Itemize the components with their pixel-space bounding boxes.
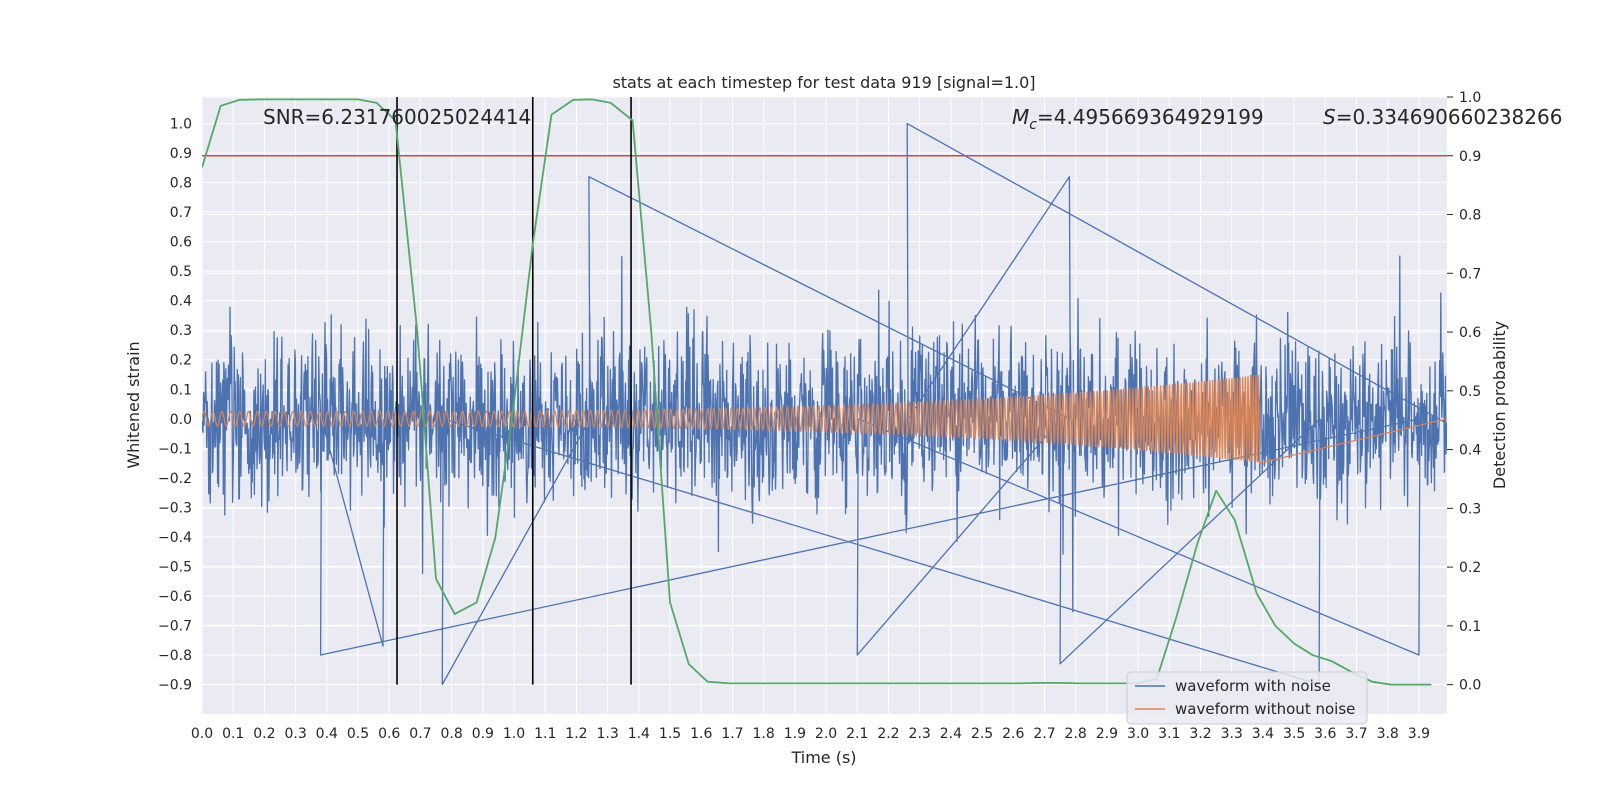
x-tick-label: 0.1	[222, 726, 244, 742]
y-tick-label-left: 0.3	[170, 323, 192, 339]
x-tick-label: 1.2	[565, 726, 587, 742]
s-symbol: S	[1323, 105, 1336, 129]
x-tick-label: 2.0	[815, 726, 837, 742]
legend: waveform with noise waveform without noi…	[1126, 671, 1368, 725]
y-tick-label-right: 0.2	[1459, 560, 1481, 576]
x-tick-label: 3.8	[1377, 726, 1399, 742]
y-tick-label-right: 1.0	[1459, 90, 1481, 106]
y-tick-label-left: 0.8	[170, 176, 192, 192]
x-tick-label: 2.1	[846, 726, 868, 742]
x-tick-label: 3.9	[1408, 726, 1430, 742]
x-tick-label: 3.1	[1158, 726, 1180, 742]
x-tick-label: 2.8	[1065, 726, 1087, 742]
y-tick-label-left: 0.1	[170, 382, 192, 398]
series-detection-probability	[202, 98, 1432, 686]
x-tick-label: 3.7	[1345, 726, 1367, 742]
mc-annotation: Mc=4.495669364929199	[1012, 105, 1264, 133]
y-tick-label-right: 0.3	[1459, 501, 1481, 517]
y-tick-label-left: −0.6	[158, 589, 192, 605]
y-tick-label-left: 0.9	[170, 146, 192, 162]
x-tick-label: 0.6	[378, 726, 400, 742]
y-tick-label-right: 0.5	[1459, 384, 1481, 400]
x-tick-label: 0.7	[409, 726, 431, 742]
y-tick-label-right: 0.8	[1459, 208, 1481, 224]
x-tick-label: 2.2	[877, 726, 899, 742]
tick-layer: 0.0 0.1 0.2 0.3 0.4 0.5 0.6 0.7 0.8 0.9 1.0 1.1 1.2 1…	[158, 90, 1481, 742]
y-tick-label-left: −0.8	[158, 648, 192, 664]
y-axis-label-right: Detection probability	[1490, 321, 1509, 489]
x-tick-label: 1.1	[534, 726, 556, 742]
x-tick-label: 2.9	[1096, 726, 1118, 742]
y-tick-label-left: 0.6	[170, 235, 192, 251]
y-tick-label-left: −0.9	[158, 677, 192, 693]
y-tick-label-left: 0.7	[170, 205, 192, 221]
x-tick-label: 1.7	[721, 726, 743, 742]
x-tick-label: 1.8	[753, 726, 775, 742]
x-axis-label: Time (s)	[790, 748, 856, 767]
series-clean-waveform	[202, 374, 1447, 464]
x-tick-label: 1.0	[503, 726, 525, 742]
x-tick-label: 0.2	[253, 726, 275, 742]
x-tick-label: 1.5	[659, 726, 681, 742]
x-tick-label: 2.3	[909, 726, 931, 742]
x-tick-label: 3.6	[1314, 726, 1336, 742]
x-tick-label: 2.5	[971, 726, 993, 742]
s-value: =0.334690660238266	[1336, 105, 1563, 129]
y-tick-label-left: −0.1	[158, 441, 192, 457]
y-tick-label-left: −0.2	[158, 471, 192, 487]
x-tick-label: 1.4	[628, 726, 650, 742]
y-tick-label-right: 0.6	[1459, 325, 1481, 341]
y-tick-label-left: 0.0	[170, 412, 192, 428]
x-tick-label: 3.5	[1283, 726, 1305, 742]
y-axis-label-left: Whitened strain	[124, 341, 143, 468]
y-tick-label-right: 0.1	[1459, 619, 1481, 635]
x-tick-label: 0.9	[472, 726, 494, 742]
snr-annotation: SNR=6.231760025024414	[263, 105, 531, 129]
y-tick-label-right: 0.0	[1459, 678, 1481, 694]
data-layer	[202, 97, 1447, 686]
x-tick-label: 1.6	[690, 726, 712, 742]
x-tick-label: 2.4	[940, 726, 962, 742]
legend-box	[1126, 671, 1368, 725]
x-tick-label: 3.2	[1189, 726, 1211, 742]
x-tick-label: 0.8	[440, 726, 462, 742]
s-annotation: S=0.334690660238266	[1323, 105, 1562, 129]
y-tick-label-left: 0.5	[170, 264, 192, 280]
legend-label-clean: waveform without noise	[1175, 700, 1355, 718]
y-tick-label-left: −0.7	[158, 618, 192, 634]
x-tick-label: 2.7	[1033, 726, 1055, 742]
x-tick-label: 3.0	[1127, 726, 1149, 742]
y-tick-label-left: 0.2	[170, 353, 192, 369]
y-tick-label-right: 0.9	[1459, 149, 1481, 165]
x-tick-label: 0.3	[284, 726, 306, 742]
mc-subscript: c	[1029, 117, 1037, 133]
x-tick-label: 0.5	[347, 726, 369, 742]
y-tick-label-left: 0.4	[170, 294, 192, 310]
legend-label-noise: waveform with noise	[1175, 677, 1331, 695]
x-tick-label: 3.4	[1252, 726, 1274, 742]
x-tick-label: 1.3	[597, 726, 619, 742]
y-tick-label-left: −0.3	[158, 500, 192, 516]
y-tick-label-right: 0.7	[1459, 266, 1481, 282]
y-tick-label-left: −0.5	[158, 559, 192, 575]
y-tick-label-left: −0.4	[158, 530, 192, 546]
chart-title: stats at each timestep for test data 919…	[612, 73, 1035, 92]
x-tick-label: 1.9	[784, 726, 806, 742]
x-tick-label: 3.3	[1221, 726, 1243, 742]
y-tick-label-left: 1.0	[170, 117, 192, 133]
x-tick-label: 0.4	[316, 726, 338, 742]
y-tick-label-right: 0.4	[1459, 443, 1481, 459]
x-tick-label: 0.0	[191, 726, 213, 742]
mc-value: =4.495669364929199	[1037, 105, 1264, 129]
mc-symbol: M	[1012, 105, 1029, 129]
x-tick-label: 2.6	[1002, 726, 1024, 742]
